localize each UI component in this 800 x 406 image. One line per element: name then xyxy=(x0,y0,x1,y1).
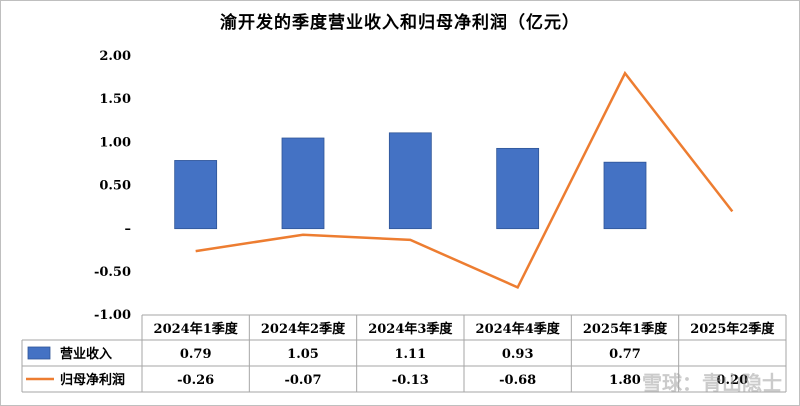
watermark-text: 雪球：青山隐士 xyxy=(642,371,782,395)
legend-key-revenue xyxy=(27,346,51,360)
data-label-revenue: 0.93 xyxy=(502,347,534,362)
data-label-revenue: 1.05 xyxy=(287,347,319,362)
data-label-revenue: 0.79 xyxy=(180,347,212,362)
legend-label-revenue: 营业收入 xyxy=(60,346,112,362)
data-label-net-profit: -0.68 xyxy=(499,373,536,388)
bar-revenue xyxy=(174,160,218,230)
line-net-profit xyxy=(195,70,734,289)
y-tick-label: -0.50 xyxy=(94,265,131,280)
y-tick-label: -1.00 xyxy=(94,308,131,323)
data-label-revenue: 1.11 xyxy=(394,347,426,362)
y-tick-label: 0.50 xyxy=(99,179,131,194)
data-label-net-profit: -0.07 xyxy=(284,373,321,388)
legend-label-net-profit: 归母净利润 xyxy=(60,372,125,388)
data-label-net-profit: -0.26 xyxy=(177,373,214,388)
y-tick-label: 2.00 xyxy=(99,49,131,64)
chart-title: 渝开发的季度营业收入和归母净利润（亿元） xyxy=(220,13,580,33)
category-label: 2025年1季度 xyxy=(583,321,668,337)
y-tick-label: 1.00 xyxy=(99,135,131,150)
bar-revenue xyxy=(388,132,432,230)
data-label-net-profit: 1.80 xyxy=(609,373,641,388)
category-label: 2024年1季度 xyxy=(154,321,239,337)
data-label-revenue: 0.77 xyxy=(609,347,641,362)
data-label-net-profit: -0.13 xyxy=(392,373,429,388)
data-label-net-profit: 0.20 xyxy=(716,373,748,388)
category-label: 2024年2季度 xyxy=(261,321,346,337)
category-label: 2024年3季度 xyxy=(368,321,453,337)
bar-revenue xyxy=(603,161,647,230)
bar-revenue xyxy=(496,147,540,230)
y-tick-label: 1.50 xyxy=(99,92,131,107)
y-tick-label: – xyxy=(125,222,132,237)
bar-revenue xyxy=(281,137,325,230)
category-label: 2025年2季度 xyxy=(690,321,775,337)
category-label: 2024年4季度 xyxy=(476,321,561,337)
